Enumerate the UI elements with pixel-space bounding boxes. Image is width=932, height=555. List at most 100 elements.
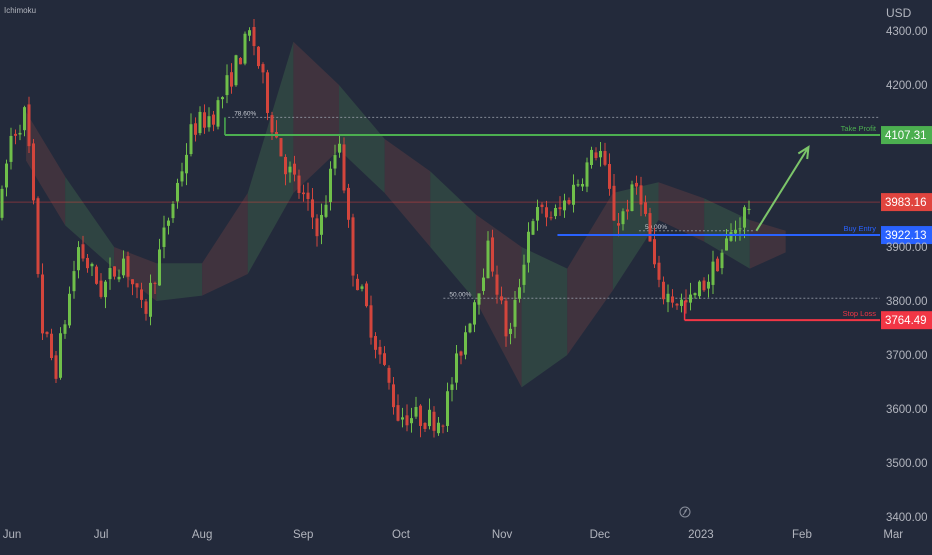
x-tick-label: Jun [3, 529, 22, 541]
x-tick-label: Oct [392, 529, 411, 541]
candle-body [180, 171, 184, 182]
candle-body [563, 200, 566, 211]
candle-body [18, 132, 22, 135]
candle-body [621, 211, 625, 225]
candle-body [230, 72, 233, 87]
candle-body [14, 133, 17, 136]
candle-body [176, 182, 179, 202]
candle-body [734, 229, 737, 234]
candle-body [419, 405, 422, 426]
candle-body [743, 207, 746, 228]
candle-body [216, 100, 220, 127]
stop-loss-badge [881, 311, 932, 330]
candle-body [347, 187, 350, 220]
candle-body [0, 188, 4, 218]
cloud-segment [612, 182, 659, 291]
cloud-segment [521, 247, 568, 388]
candle-body [549, 217, 553, 219]
entry-label: Buy Entry [843, 224, 876, 233]
candle-body [738, 228, 742, 230]
candle-body [707, 281, 710, 289]
candle-body [9, 135, 13, 162]
candle-body [324, 204, 328, 217]
candles [0, 18, 751, 438]
candle-body [450, 384, 454, 390]
candle-body [171, 203, 175, 219]
candle-body [405, 415, 409, 426]
fib-label: 78.60% [234, 110, 256, 117]
candle-body [747, 208, 751, 210]
cloud-segment [247, 41, 294, 274]
price-axis[interactable]: USD 3400.00 3500.00 3600.00 3700.00 3800.00 3… [886, 6, 928, 524]
candle-body [594, 152, 598, 158]
candle-body [378, 346, 382, 355]
candle-body [428, 409, 431, 427]
replay-icon[interactable] [679, 506, 691, 518]
candle-body [45, 331, 49, 335]
candle-body [288, 166, 292, 173]
projection-arrow[interactable] [755, 145, 810, 232]
time-axis[interactable]: Jun Jul Aug Sep Oct Nov Dec 2023 Feb Mar [3, 529, 904, 541]
cloud-segment [65, 176, 115, 269]
candle-body [126, 256, 130, 277]
candle-body [36, 198, 40, 275]
y-tick-label: 4300.00 [886, 26, 928, 38]
cloud-segment [339, 85, 385, 193]
cloud-segment [749, 220, 786, 269]
x-tick-label: Mar [883, 529, 903, 541]
candle-body [81, 244, 85, 259]
candle-body [603, 151, 607, 165]
candle-body [239, 57, 242, 65]
x-tick-label: 2023 [688, 529, 714, 541]
currency-label: USD [886, 6, 912, 20]
trade-levels[interactable]: Take Profit 4107.31 Buy Entry 3922.13 Stop L… [224, 117, 932, 330]
candle-body [495, 274, 499, 295]
cloud-segment [567, 193, 613, 355]
candle-body [72, 271, 76, 292]
candle-body [306, 192, 310, 199]
candle-body [248, 30, 251, 36]
candle-body [473, 302, 476, 325]
x-tick-label: Dec [590, 529, 611, 541]
candle-body [117, 276, 121, 280]
candle-body [351, 217, 355, 276]
candle-body [356, 278, 359, 291]
candle-body [99, 280, 103, 297]
candle-body [90, 263, 94, 267]
candle-body [608, 164, 611, 189]
candle-body [41, 274, 44, 334]
candle-body [315, 218, 319, 237]
y-tick-label: 3900.00 [886, 242, 928, 254]
candle-body [680, 299, 683, 306]
candle-body [140, 289, 143, 300]
candle-body [446, 391, 449, 426]
fib-label: 50.00% [449, 291, 471, 298]
candle-body [54, 355, 58, 379]
candle-body [311, 199, 314, 218]
y-tick-label: 3700.00 [886, 350, 928, 362]
projection-line [755, 146, 810, 232]
candle-body [162, 227, 166, 247]
candle-body [297, 175, 301, 193]
candle-body [639, 185, 643, 205]
candle-body [68, 293, 71, 326]
candle-body [198, 111, 202, 134]
candle-body [302, 192, 305, 195]
candle-body [585, 162, 589, 187]
candle-body [558, 207, 562, 210]
candle-body [63, 324, 67, 334]
candle-body [423, 422, 427, 429]
candle-body [27, 104, 31, 147]
entry-badge [881, 226, 932, 245]
candle-body [194, 123, 197, 135]
candle-body [167, 220, 170, 226]
candle-body [653, 239, 656, 265]
candle-body [234, 55, 238, 86]
cloud-segment [384, 139, 431, 247]
y-tick-label: 3800.00 [886, 296, 928, 308]
candle-body [554, 207, 557, 217]
candle-body [293, 163, 296, 175]
candle-body [522, 264, 526, 285]
